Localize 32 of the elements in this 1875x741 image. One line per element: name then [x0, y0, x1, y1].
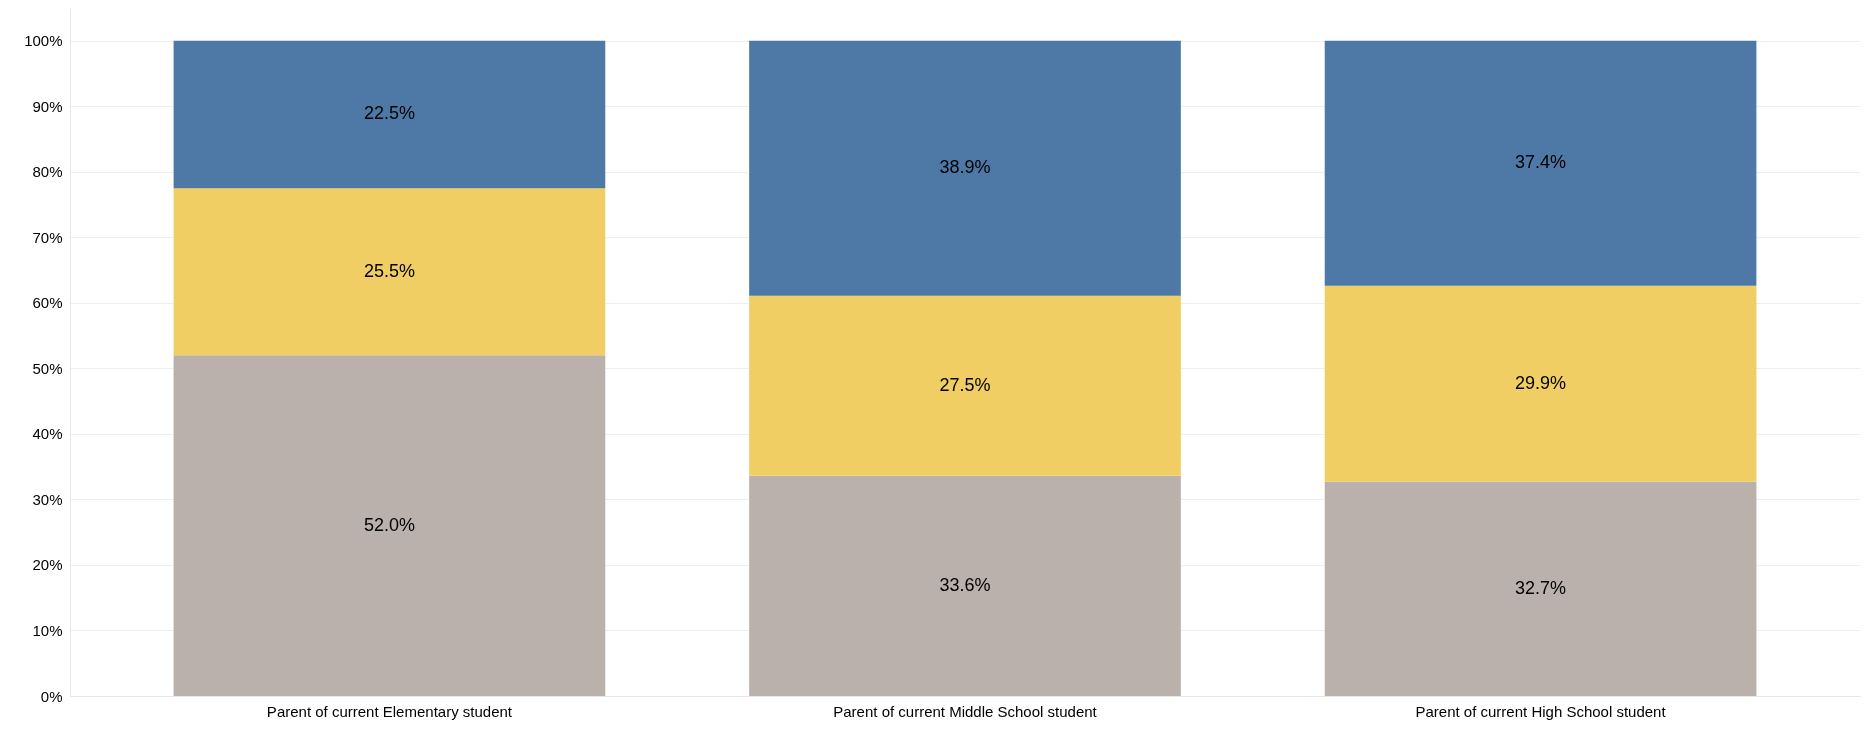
bar [1324, 40, 1757, 286]
y-tick-label: 10% [32, 621, 63, 639]
y-tick-label: 80% [32, 163, 63, 181]
y-tick-label: 20% [32, 556, 63, 574]
data-label: 37.4% [1515, 152, 1567, 173]
bar [173, 188, 606, 356]
data-label: 38.9% [939, 157, 991, 178]
bar [749, 40, 1181, 296]
y-tick-label: 100% [24, 32, 63, 50]
bar [1324, 481, 1757, 696]
x-tick-label: Parent of current Middle School student [833, 702, 1098, 720]
y-tick-label: 50% [32, 359, 63, 377]
y-tick-label: 0% [40, 687, 63, 705]
y-tick-label: 40% [32, 425, 63, 443]
data-label: 29.9% [1515, 372, 1567, 393]
data-label: 22.5% [363, 103, 415, 124]
data-label: 33.6% [939, 574, 991, 595]
data-label: 27.5% [939, 374, 991, 395]
bar [749, 295, 1181, 476]
y-tick-label: 30% [32, 490, 63, 508]
data-label: 52.0% [363, 514, 415, 535]
bar [1324, 285, 1757, 482]
data-label: 25.5% [363, 260, 415, 281]
bar [173, 355, 606, 696]
x-tick-label: Parent of current High School student [1415, 702, 1667, 720]
x-tick-label: Parent of current Elementary student [266, 702, 513, 720]
y-tick-label: 70% [32, 228, 63, 246]
y-tick-label: 60% [32, 294, 63, 312]
bar [173, 40, 606, 189]
y-tick-label: 90% [32, 97, 63, 115]
data-label: 32.7% [1515, 577, 1567, 598]
bar [749, 475, 1181, 696]
